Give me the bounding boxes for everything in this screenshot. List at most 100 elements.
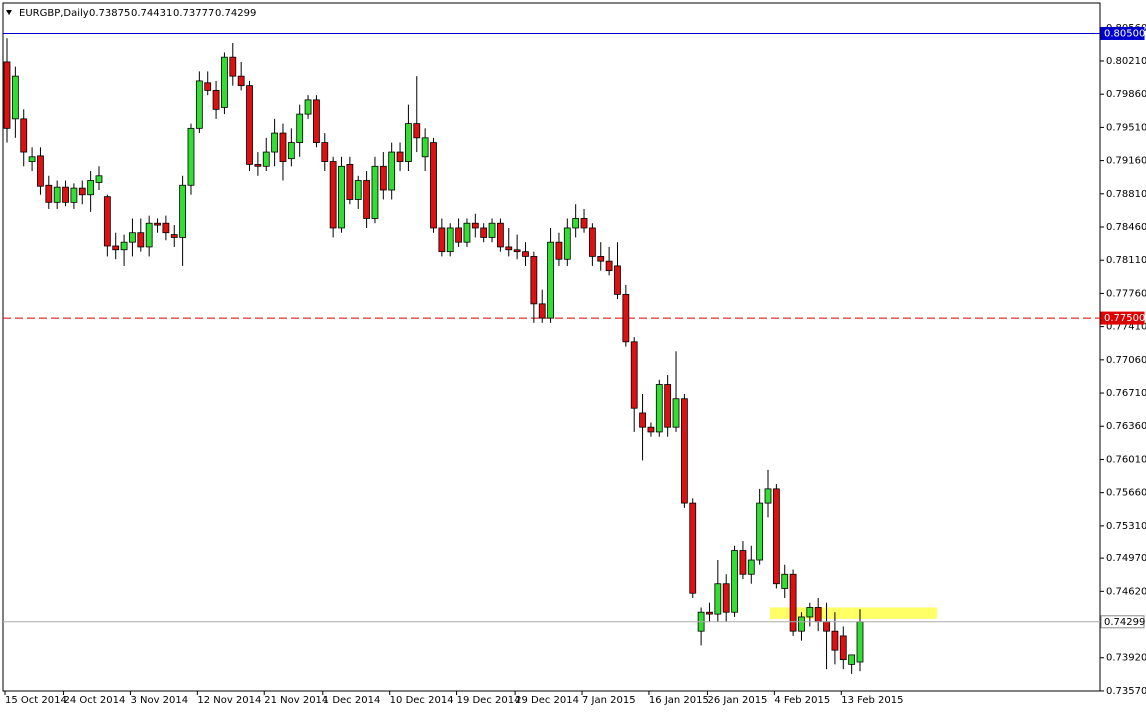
candle-body <box>605 260 613 272</box>
plot-frame <box>2 2 1101 692</box>
candle-body <box>614 265 621 295</box>
candle-body <box>221 56 228 108</box>
y-tick-label: 0.73570 <box>1106 686 1146 697</box>
y-tick-label: 0.74970 <box>1106 553 1146 564</box>
candle-body <box>262 151 270 167</box>
candle-body <box>405 123 412 162</box>
candle-body <box>296 113 304 143</box>
x-tick-label: 3 Nov 2014 <box>130 695 188 706</box>
y-tick-label: 0.76360 <box>1106 421 1146 432</box>
candle-body <box>547 241 554 319</box>
candle-body <box>304 99 312 115</box>
candle-body <box>187 127 195 186</box>
candle-body <box>120 241 128 251</box>
x-tick-label: 13 Feb 2015 <box>841 695 903 706</box>
price-box <box>1100 615 1145 629</box>
y-tick-label: 0.73920 <box>1106 653 1146 664</box>
candle-body <box>588 227 596 257</box>
candle-body <box>162 222 170 234</box>
candle-body <box>354 180 362 200</box>
candle-body <box>798 616 805 632</box>
candle-body <box>62 186 69 203</box>
candle-body <box>772 488 780 585</box>
y-tick-label: 0.78810 <box>1106 189 1146 200</box>
y-tick-label: 0.79860 <box>1106 89 1146 100</box>
ohlc-close: 0.74299 <box>215 8 256 19</box>
y-tick-label: 0.76710 <box>1106 388 1146 399</box>
candle-body <box>321 142 329 162</box>
x-tick-label: 4 Feb 2015 <box>774 695 830 706</box>
candle-body <box>580 218 588 229</box>
candle-body <box>229 56 237 77</box>
price-label: 0.74299 <box>1104 617 1145 628</box>
candle-body <box>179 184 187 238</box>
candle-body <box>421 137 429 158</box>
candle-body <box>680 398 688 504</box>
y-tick-label: 0.75310 <box>1106 521 1146 532</box>
candle-body <box>438 227 446 253</box>
candle-body <box>430 142 437 229</box>
candle-body <box>11 75 19 120</box>
candle-body <box>145 222 153 248</box>
menu-arrow[interactable] <box>6 10 12 15</box>
candle-body <box>379 165 387 191</box>
candle-body <box>747 559 755 575</box>
y-tick-label: 0.79510 <box>1106 122 1146 133</box>
x-tick-label: 1 Dec 2014 <box>323 695 381 706</box>
x-tick-label: 24 Oct 2014 <box>64 695 126 706</box>
x-tick-label: 7 Jan 2015 <box>582 695 636 706</box>
y-tick-label: 0.80210 <box>1106 56 1146 67</box>
candle-body <box>170 234 178 238</box>
candle-body <box>848 654 856 665</box>
x-tick-label: 29 Dec 2014 <box>515 695 579 706</box>
y-tick-label: 0.77760 <box>1106 288 1146 299</box>
y-tick-label: 0.75660 <box>1106 488 1146 499</box>
candle-body <box>839 635 847 661</box>
y-tick-label: 0.79160 <box>1106 156 1146 167</box>
candle-body <box>647 426 655 433</box>
candle-body <box>522 251 529 257</box>
candle-body <box>488 222 496 238</box>
candle-body <box>396 151 404 162</box>
candle-body <box>446 227 454 253</box>
candle-body <box>338 165 345 229</box>
candle-body <box>137 232 145 248</box>
x-tick-label: 19 Dec 2014 <box>457 695 521 706</box>
candle-body <box>70 187 78 203</box>
candle-body <box>655 384 663 433</box>
candle-body <box>823 621 830 632</box>
candle-body <box>505 246 513 251</box>
candle-body <box>246 85 253 165</box>
y-tick-label: 0.78110 <box>1106 255 1146 266</box>
candle-body <box>413 123 421 139</box>
candle-body <box>831 630 839 651</box>
y-tick-label: 0.77410 <box>1106 322 1146 333</box>
y-tick-label: 0.78460 <box>1106 222 1146 233</box>
candle-body <box>856 621 864 663</box>
candle-body <box>271 132 279 153</box>
candle-body <box>103 196 111 247</box>
candle-body <box>95 175 103 183</box>
candle-body <box>764 488 772 504</box>
candle-body <box>572 218 580 229</box>
x-tick-label: 26 Jan 2015 <box>707 695 767 706</box>
candle-body <box>731 550 738 613</box>
candle-body <box>639 412 646 428</box>
candle-body <box>806 607 814 618</box>
candle-body <box>622 293 630 343</box>
candle-body <box>204 82 212 91</box>
candle-body <box>195 80 203 129</box>
candle-body <box>781 573 789 589</box>
candle-body <box>814 607 822 623</box>
candle-body <box>722 583 730 613</box>
candle-body <box>497 222 504 248</box>
chart-title: EURGBP,Daily <box>19 8 89 19</box>
candle-body <box>53 186 61 203</box>
candle-body <box>212 89 220 110</box>
candle-body <box>37 155 44 187</box>
candle-body <box>597 256 605 262</box>
candle-body <box>363 180 370 219</box>
level-label: 0.80500 <box>1104 28 1145 39</box>
candle-body <box>112 245 120 251</box>
